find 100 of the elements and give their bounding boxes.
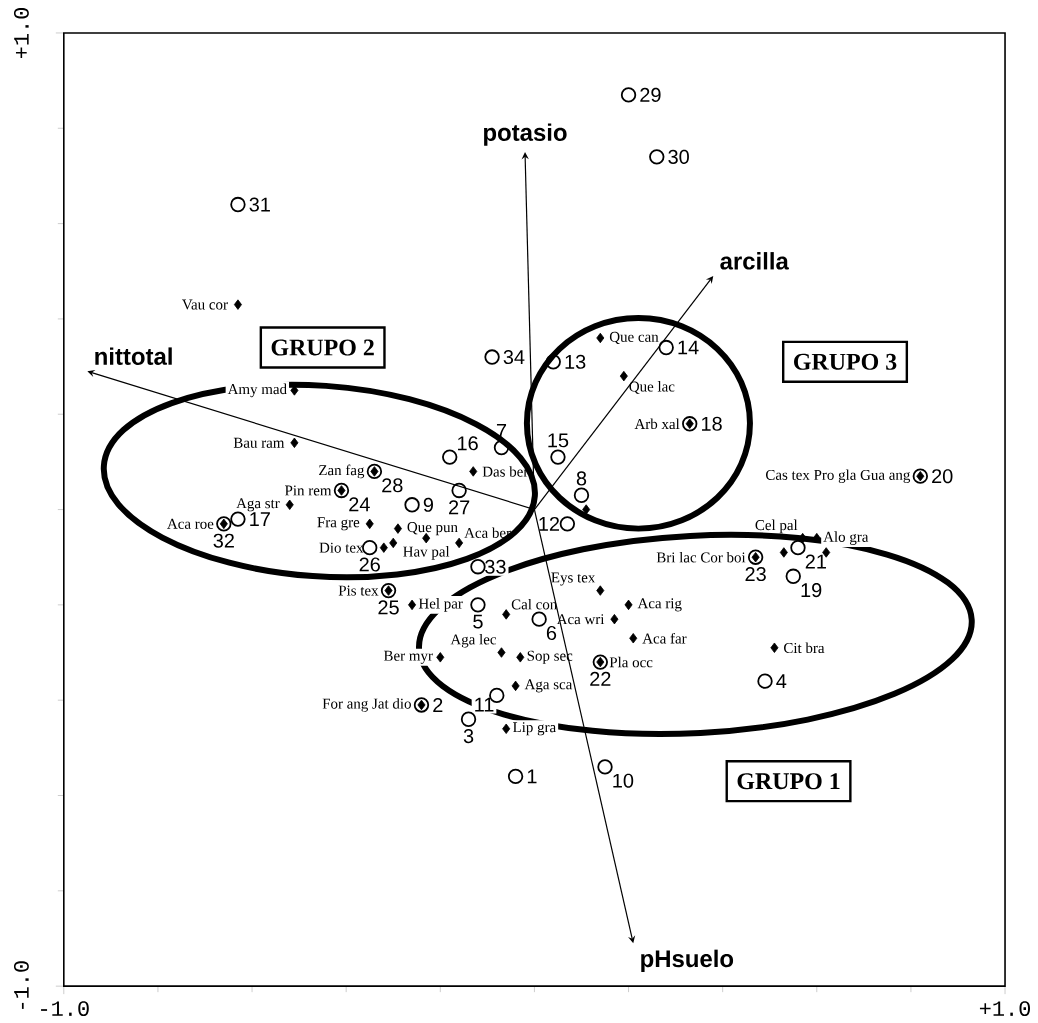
annotation: 5	[473, 614, 483, 629]
annotation: Aga str	[236, 498, 280, 512]
annotation: Hav pal	[403, 546, 450, 560]
point	[596, 585, 605, 596]
point	[365, 518, 374, 530]
annotation: Que lac	[629, 381, 675, 395]
annotation: 14	[678, 340, 699, 355]
annotation: Fra gre	[317, 517, 360, 531]
annotation: 3	[463, 729, 474, 744]
point	[610, 614, 619, 625]
point	[230, 511, 246, 527]
annotation: 8	[576, 471, 587, 486]
point	[620, 87, 637, 103]
annotation: 21	[805, 554, 826, 569]
annotation: Amy mad	[227, 383, 287, 398]
annotation: For ang Jat dio	[322, 698, 411, 712]
annotation: Bau ram	[233, 438, 285, 448]
annotation: 13	[565, 354, 586, 369]
point	[516, 652, 525, 663]
point	[658, 339, 674, 356]
annotation: Aca far	[642, 633, 687, 644]
annotation: Ber myr	[383, 650, 433, 664]
annotation: 26	[359, 557, 380, 572]
annotation: Eys tex	[551, 572, 596, 586]
annotation: 17	[250, 512, 270, 527]
annotation: 22	[590, 671, 611, 686]
annotation: 33	[485, 559, 506, 574]
point	[455, 537, 464, 549]
point	[770, 642, 779, 654]
point	[507, 768, 524, 785]
point	[531, 611, 547, 627]
annotation: potasio	[484, 123, 567, 146]
point	[285, 499, 294, 511]
point	[624, 599, 633, 611]
annotation: pHsuelo	[641, 949, 734, 973]
annotation: arcilla	[720, 252, 789, 270]
annotation: 25	[378, 600, 399, 615]
point	[559, 516, 576, 532]
annotation: 2	[433, 698, 443, 713]
annotation: 34	[503, 350, 525, 365]
annotation: GRUPO 1	[737, 773, 840, 790]
annotation: 10	[613, 773, 634, 788]
annotation: GRUPO 3	[794, 353, 897, 370]
annotation: 6	[546, 626, 557, 641]
point	[436, 652, 445, 663]
annotation: 28	[382, 478, 403, 493]
point	[442, 449, 458, 465]
annotation: Dio tex	[319, 542, 364, 553]
annotation: 30	[668, 149, 689, 165]
point	[362, 540, 378, 556]
annotation: 32	[213, 533, 234, 548]
point	[219, 518, 228, 530]
annotation: nittotal	[95, 347, 172, 366]
annotation: Aca roe	[167, 518, 214, 530]
annotation: Cit bra	[784, 642, 825, 654]
point	[460, 711, 477, 728]
point	[497, 647, 506, 658]
point	[502, 609, 511, 620]
point	[470, 559, 486, 575]
point	[389, 537, 398, 549]
point	[408, 599, 417, 611]
annotation: 24	[349, 497, 370, 512]
annotation: 18	[702, 416, 722, 431]
annotation: 27	[449, 500, 470, 515]
annotation: Cel pal	[755, 519, 798, 534]
point	[550, 449, 566, 465]
point	[790, 540, 806, 556]
annotation: Que pun	[407, 522, 458, 536]
point	[469, 466, 478, 477]
point	[573, 487, 590, 504]
annotation: Lip gra	[513, 722, 556, 736]
point	[290, 437, 299, 449]
annotation: Cas tex Pro gla Gua ang	[766, 469, 911, 484]
annotation: Arb xal	[634, 418, 680, 430]
annotation: Hel par	[418, 598, 463, 612]
point	[511, 680, 520, 692]
annotation: Pis tex	[338, 585, 379, 596]
point	[545, 354, 561, 370]
point	[470, 597, 486, 613]
point	[233, 299, 242, 310]
point	[757, 673, 773, 689]
point	[379, 542, 388, 554]
annotation: Que can	[609, 331, 659, 345]
point	[393, 523, 402, 534]
point	[582, 504, 591, 515]
point	[404, 497, 420, 513]
point	[597, 759, 613, 775]
point	[779, 547, 788, 558]
annotation: 16	[458, 436, 478, 451]
annotation: Zan fag	[319, 464, 365, 479]
annotation: 15	[548, 433, 569, 448]
point	[502, 723, 511, 735]
annotation: 19	[801, 583, 822, 598]
point	[649, 149, 665, 165]
annotation: Aga lec	[450, 634, 497, 648]
annotation: 9	[423, 497, 433, 512]
annotation: 4	[776, 674, 787, 689]
annotation: Vau cor	[182, 299, 228, 310]
point	[216, 516, 232, 532]
point	[596, 332, 605, 344]
